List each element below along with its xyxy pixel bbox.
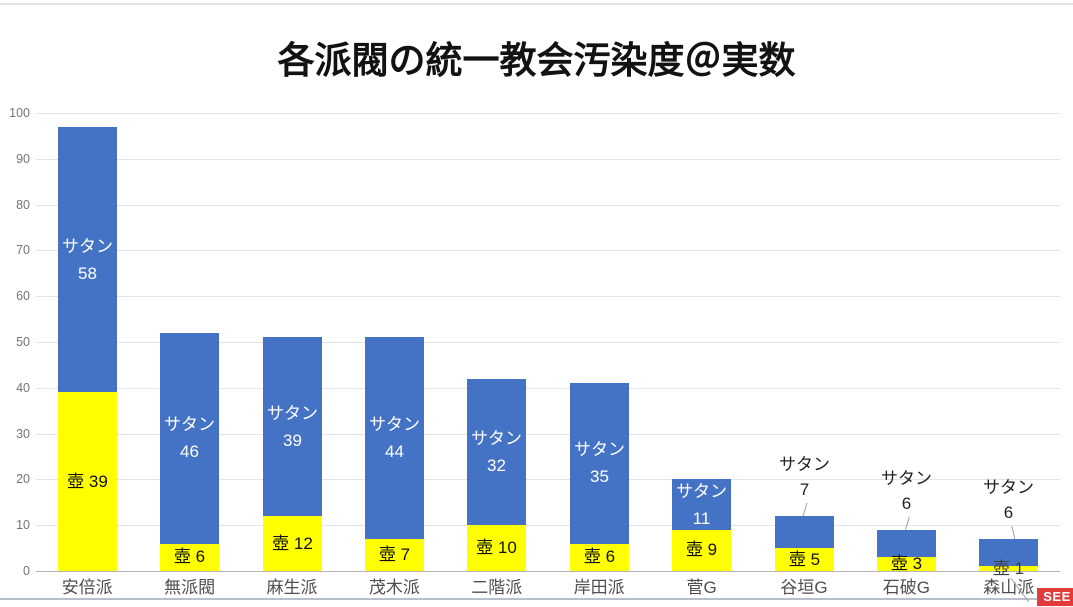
satan-label-value: 11 — [692, 508, 711, 528]
satan-data-label: サタン 58 — [58, 233, 117, 287]
bar-segment-tsubo — [160, 543, 219, 571]
tsubo-data-label: 壺 3 — [890, 554, 923, 574]
satan-data-label: サタン 39 — [263, 400, 322, 454]
satan-data-label: サタン 32 — [467, 425, 526, 479]
bar-segment-tsubo — [570, 543, 629, 571]
satan-label-name: サタン — [62, 236, 113, 256]
gridline — [36, 159, 1060, 160]
bar-segment-tsubo — [58, 392, 117, 571]
bar-segment-tsubo — [775, 548, 834, 571]
gridline — [36, 250, 1060, 251]
tsubo-data-label: 壺 1 — [992, 558, 1025, 578]
bar-segment-satan — [263, 337, 322, 517]
satan-label-name: サタン — [267, 403, 318, 423]
satan-label-value: 32 — [487, 455, 506, 475]
bar-segment-tsubo — [979, 566, 1038, 571]
satan-data-label: サタン 46 — [160, 411, 219, 465]
y-axis-label: 20 — [16, 472, 30, 486]
x-axis-label: 岸田派 — [573, 578, 625, 597]
tsubo-data-label: 壺 6 — [583, 547, 616, 567]
bar-segment-tsubo — [365, 538, 424, 571]
satan-label-value: 39 — [283, 430, 302, 450]
bar-segment-tsubo — [877, 557, 936, 571]
satan-label-name: サタン — [676, 481, 727, 501]
y-axis-label: 40 — [16, 381, 30, 395]
bar-segment-satan — [467, 378, 526, 526]
bar-segment-satan — [58, 126, 117, 393]
bar-segment-satan — [877, 529, 936, 558]
satan-label-name: サタン — [881, 468, 932, 488]
x-axis-label: 二階派 — [471, 578, 523, 597]
gridline — [36, 525, 1060, 526]
x-axis-label: 茂木派 — [368, 578, 420, 597]
satan-data-label: サタン 44 — [365, 411, 424, 465]
satan-data-label: サタン 7 — [753, 452, 856, 502]
x-axis-label: 安倍派 — [61, 578, 113, 597]
x-axis-label: 菅G — [686, 578, 717, 597]
satan-label-value: 58 — [78, 263, 97, 283]
see-more-button[interactable]: SEE — [1037, 588, 1073, 606]
bar-segment-satan — [672, 479, 731, 530]
chart-title: 各派閥の統一教会汚染度＠実数 — [277, 40, 796, 81]
x-axis-label: 谷垣G — [780, 578, 828, 597]
bar-segment-satan — [979, 538, 1038, 567]
gridline — [36, 342, 1060, 343]
satan-label-name: サタン — [471, 428, 522, 448]
satan-label-value: 46 — [180, 442, 199, 462]
satan-label-name: サタン — [164, 415, 215, 435]
tsubo-data-label: 壺 39 — [67, 471, 108, 491]
satan-label-value: 6 — [1003, 502, 1014, 522]
satan-label-name: サタン — [574, 440, 625, 460]
y-axis-label: 60 — [16, 289, 30, 303]
gridline — [36, 479, 1060, 480]
satan-label-value: 44 — [385, 442, 404, 462]
y-axis-label: 80 — [16, 198, 30, 212]
bottom-frame-line — [0, 598, 1073, 600]
tsubo-data-label: 壺 6 — [173, 547, 206, 567]
tsubo-data-label: 壺 10 — [476, 538, 517, 558]
y-axis-label: 90 — [16, 152, 30, 166]
top-frame-line — [0, 3, 1073, 5]
x-axis-baseline — [36, 571, 1060, 572]
satan-label-name: サタン — [779, 455, 830, 475]
tsubo-data-label: 壺 12 — [272, 533, 313, 553]
y-axis-label: 30 — [16, 427, 30, 441]
bar-segment-satan — [365, 337, 424, 539]
bar-segment-satan — [160, 332, 219, 544]
gridline — [36, 113, 1060, 114]
gridline — [36, 434, 1060, 435]
satan-data-label: サタン 11 — [672, 478, 731, 532]
x-axis-label: 無派閥 — [164, 578, 216, 597]
gridline — [36, 205, 1060, 206]
satan-label-value: 6 — [901, 493, 912, 513]
satan-data-label: サタン 35 — [570, 436, 629, 490]
bar-segment-satan — [775, 516, 834, 549]
y-axis-label: 0 — [23, 564, 30, 578]
y-axis-label: 100 — [9, 106, 30, 120]
tsubo-data-label: 壺 7 — [378, 544, 411, 564]
y-axis-label: 10 — [16, 518, 30, 532]
satan-label-value: 35 — [590, 467, 609, 487]
y-axis-label: 70 — [16, 243, 30, 257]
satan-data-label: サタン 6 — [957, 475, 1060, 525]
gridline — [36, 388, 1060, 389]
tsubo-data-label: 壺 9 — [685, 540, 718, 560]
satan-label-name: サタン — [983, 477, 1034, 497]
bar-segment-tsubo — [672, 529, 731, 571]
satan-label-name: サタン — [369, 415, 420, 435]
x-axis-label: 石破G — [882, 578, 930, 597]
bar-segment-tsubo — [263, 516, 322, 571]
gridline — [36, 296, 1060, 297]
bar-segment-satan — [570, 383, 629, 544]
bar-segment-tsubo — [467, 525, 526, 571]
satan-label-value: 7 — [799, 480, 810, 500]
y-axis-label: 50 — [16, 335, 30, 349]
tsubo-data-label: 壺 5 — [788, 549, 821, 569]
x-axis-label: 麻生派 — [266, 578, 318, 597]
satan-data-label: サタン 6 — [855, 466, 958, 516]
